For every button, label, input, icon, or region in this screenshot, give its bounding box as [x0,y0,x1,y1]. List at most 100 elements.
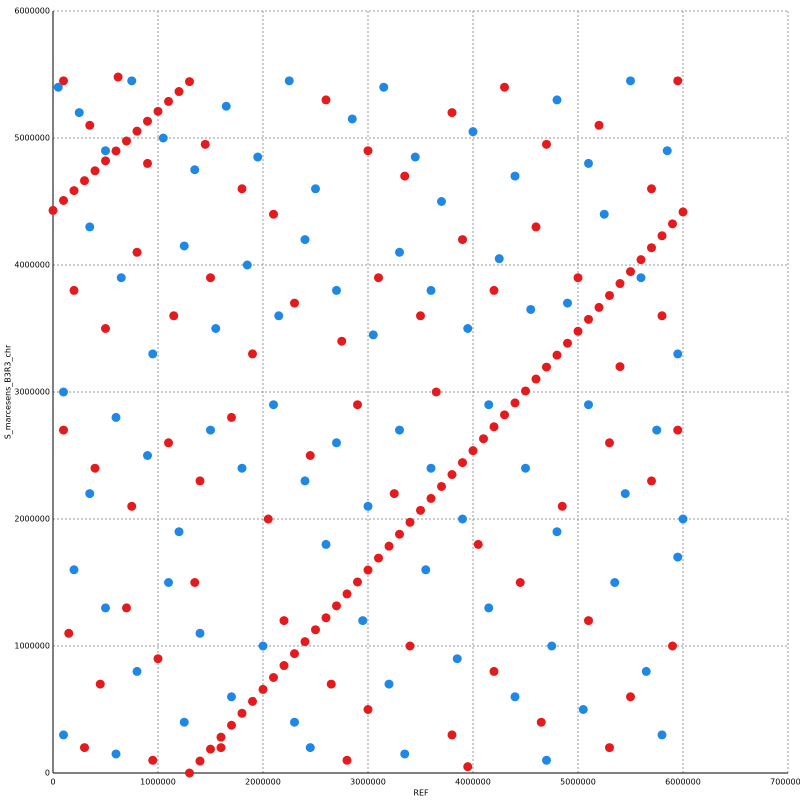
point [269,400,278,410]
point [563,298,572,308]
point [332,285,341,295]
point [605,743,614,753]
point [300,235,310,245]
point [662,146,672,156]
point [279,661,289,671]
point [237,184,247,194]
point [85,489,95,499]
point [458,458,467,468]
point [400,749,410,759]
point [641,666,651,676]
point [311,184,320,194]
point [678,207,688,217]
point [353,400,362,410]
point [59,76,68,86]
point [458,514,467,524]
point [647,184,656,194]
point [594,302,604,312]
x-tick-label: 6000000 [665,778,701,787]
point [578,705,588,714]
point [374,553,383,563]
point [80,176,89,186]
point [101,324,110,333]
point [363,705,373,714]
point [605,438,614,448]
point [113,72,123,82]
point [358,616,368,626]
point [668,219,677,229]
point [510,171,520,181]
point [384,679,394,689]
point [64,628,74,638]
point [248,349,257,359]
x-tick-label: 3000000 [350,778,386,787]
point [395,247,404,257]
point [584,314,593,324]
point [216,732,226,742]
point [164,96,173,106]
point [326,679,336,689]
point [69,186,79,196]
point [227,720,236,730]
point [479,434,488,444]
point [321,613,331,623]
point [164,438,173,448]
point [620,489,630,499]
point [657,730,667,740]
point [363,501,373,511]
point [447,470,457,480]
point [647,243,656,253]
point [242,260,252,270]
point [437,197,446,206]
point [305,743,315,753]
point [652,425,662,435]
point [416,505,425,515]
point [510,398,520,408]
point [615,279,625,289]
point [195,756,205,766]
point [416,311,425,321]
point [536,717,546,727]
point [626,692,635,702]
point [521,386,530,396]
point [195,628,205,638]
point [132,247,142,257]
point [463,762,473,772]
point [253,152,263,162]
point [332,438,341,448]
point [69,565,79,575]
y-axis-label: S_marcesens_B3R3_chr [4,344,13,439]
point [116,273,126,283]
point [153,106,163,116]
point [657,231,667,241]
point [610,578,620,587]
point [636,273,646,283]
point [594,120,604,130]
point [269,209,278,219]
point [206,425,215,435]
point [657,311,667,321]
point [127,501,137,511]
point [158,133,168,143]
point [284,76,294,86]
point [122,603,131,613]
point [111,412,121,422]
point [563,338,572,348]
point [542,755,551,765]
point [269,672,278,682]
point [489,422,499,432]
point [673,349,683,359]
point [290,649,299,659]
point [305,451,315,460]
y-tick-label: 3000000 [14,388,50,397]
point [300,476,310,486]
point [673,76,683,86]
point [48,205,58,215]
point [190,165,200,175]
point [111,146,121,156]
y-tick-label: 1000000 [14,642,50,651]
point [384,541,394,551]
point [258,641,268,651]
point [673,552,683,562]
